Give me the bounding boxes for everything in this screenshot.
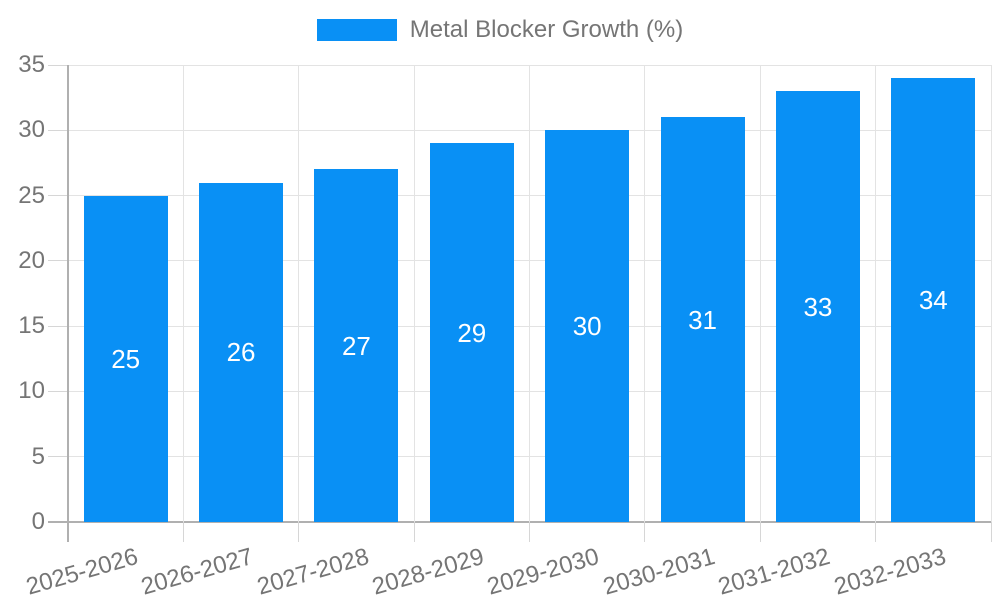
x-gridline	[298, 65, 300, 522]
x-gridline	[644, 65, 646, 522]
x-tick-label: 2025-2026	[23, 543, 141, 600]
y-tick-label: 10	[18, 377, 45, 405]
y-tick-label: 20	[18, 246, 45, 274]
x-tick	[759, 522, 761, 542]
bar[interactable]	[199, 182, 284, 522]
x-tick-label: 2032-2033	[830, 543, 949, 600]
x-tick-label: 2030-2031	[599, 543, 718, 600]
y-tick	[48, 521, 68, 523]
bar[interactable]	[545, 130, 630, 522]
x-tick	[298, 522, 300, 542]
x-tick	[875, 522, 877, 542]
x-tick	[990, 522, 992, 542]
y-tick	[48, 195, 68, 197]
bar[interactable]	[83, 195, 168, 522]
x-gridline	[413, 65, 415, 522]
x-tick	[529, 522, 530, 542]
y-tick-label: 5	[31, 442, 45, 470]
y-tick	[48, 325, 68, 327]
y-tick	[48, 456, 68, 458]
x-tick-label: 2027-2028	[253, 543, 372, 600]
y-tick-label: 0	[31, 508, 45, 535]
x-gridline	[529, 65, 530, 522]
bar[interactable]	[314, 169, 399, 522]
x-gridline	[875, 65, 877, 522]
x-tick-label: 2029-2030	[484, 543, 603, 600]
y-tick-label: 15	[18, 312, 45, 340]
legend-item[interactable]: Metal Blocker Growth (%)	[0, 16, 1000, 44]
x-tick-label: 2026-2027	[138, 543, 257, 600]
bar[interactable]	[660, 117, 745, 522]
y-tick	[48, 129, 68, 131]
x-tick-label: 2031-2032	[715, 543, 834, 600]
y-tick	[48, 64, 68, 66]
legend-swatch	[316, 19, 397, 41]
x-gridline	[990, 65, 992, 522]
x-tick	[182, 522, 184, 542]
x-tick	[67, 522, 69, 542]
y-tick-label: 25	[18, 181, 45, 209]
bar[interactable]	[775, 91, 860, 522]
y-tick	[48, 390, 68, 392]
legend-label: Metal Blocker Growth (%)	[409, 16, 684, 43]
x-tick	[413, 522, 415, 542]
y-tick-label: 30	[18, 116, 45, 144]
bar[interactable]	[429, 143, 514, 522]
x-gridline	[67, 65, 69, 522]
x-tick-label: 2028-2029	[369, 543, 487, 600]
y-tick-label: 35	[18, 51, 45, 78]
y-tick	[48, 260, 68, 262]
bar[interactable]	[891, 78, 976, 522]
x-gridline	[759, 65, 761, 522]
x-gridline	[182, 65, 184, 522]
x-tick	[644, 522, 646, 542]
